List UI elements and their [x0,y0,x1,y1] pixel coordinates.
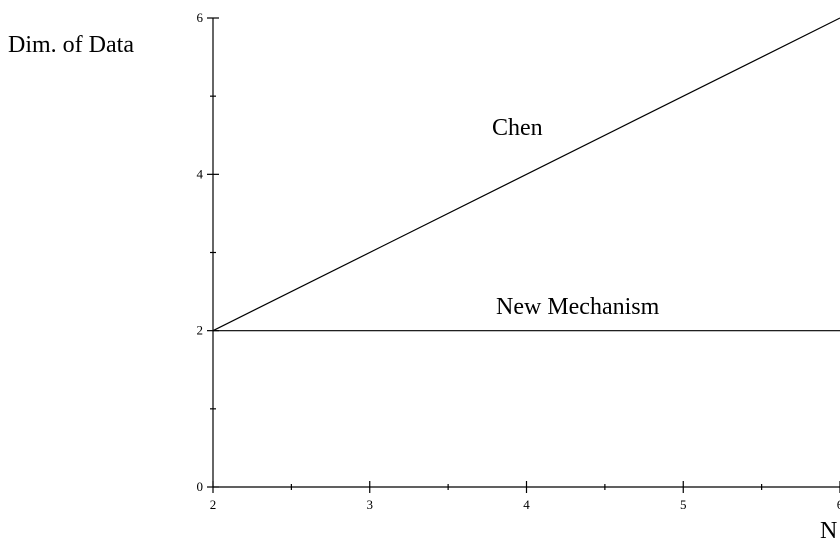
series-label-chen: Chen [492,115,543,141]
y-axis-title: Dim. of Data [8,32,134,58]
x-tick-label: 3 [367,497,374,512]
y-tick-label: 2 [197,323,204,338]
x-tick-label: 4 [523,497,530,512]
x-axis-title: N [820,518,837,540]
series-line-chen [212,17,840,332]
minor-ticks [210,95,763,490]
series-label-new-mechanism: New Mechanism [496,294,660,320]
major-ticks [207,17,840,493]
x-tick-label: 5 [680,497,687,512]
x-tick-label: 6 [837,497,840,512]
y-tick-label: 6 [197,10,204,25]
series-lines [212,17,840,332]
y-tick-label: 0 [197,479,204,494]
y-tick-label: 4 [197,166,204,181]
x-tick-label: 2 [210,497,217,512]
